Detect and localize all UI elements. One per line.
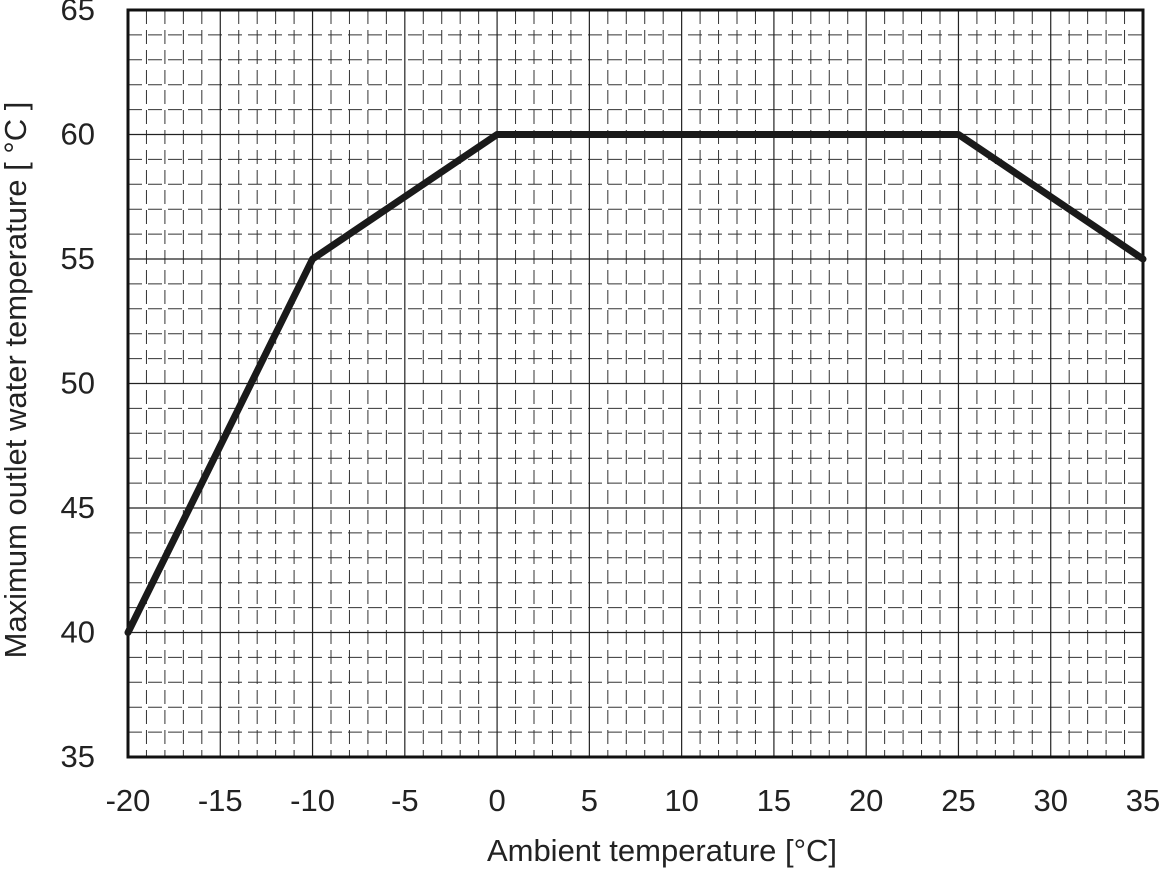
x-tick-label: 5 <box>581 783 598 818</box>
y-axis-label: Maximum outlet water temperature [ °C ] <box>0 102 33 659</box>
x-tick-label: 15 <box>757 783 791 818</box>
x-tick-label: -10 <box>290 783 335 818</box>
x-tick-label: 20 <box>849 783 883 818</box>
x-tick-label: -20 <box>106 783 151 818</box>
x-tick-label: -15 <box>198 783 243 818</box>
y-tick-label: 35 <box>61 739 95 774</box>
x-tick-label: 25 <box>941 783 975 818</box>
y-tick-label: 55 <box>61 241 95 276</box>
y-tick-label: 40 <box>61 615 95 650</box>
x-tick-label: 35 <box>1126 783 1160 818</box>
plot-frame <box>126 8 1145 759</box>
y-tick-label: 60 <box>61 117 95 152</box>
y-tick-label: 65 <box>61 0 95 27</box>
y-tick-label: 45 <box>61 490 95 525</box>
x-tick-label: 10 <box>664 783 698 818</box>
data-line <box>124 131 1147 636</box>
x-tick-label: -5 <box>391 783 419 818</box>
x-tick-label: 30 <box>1033 783 1067 818</box>
x-axis-label: Ambient temperature [°C] <box>487 833 837 868</box>
x-tick-label: 0 <box>488 783 505 818</box>
y-tick-label: 50 <box>61 366 95 401</box>
